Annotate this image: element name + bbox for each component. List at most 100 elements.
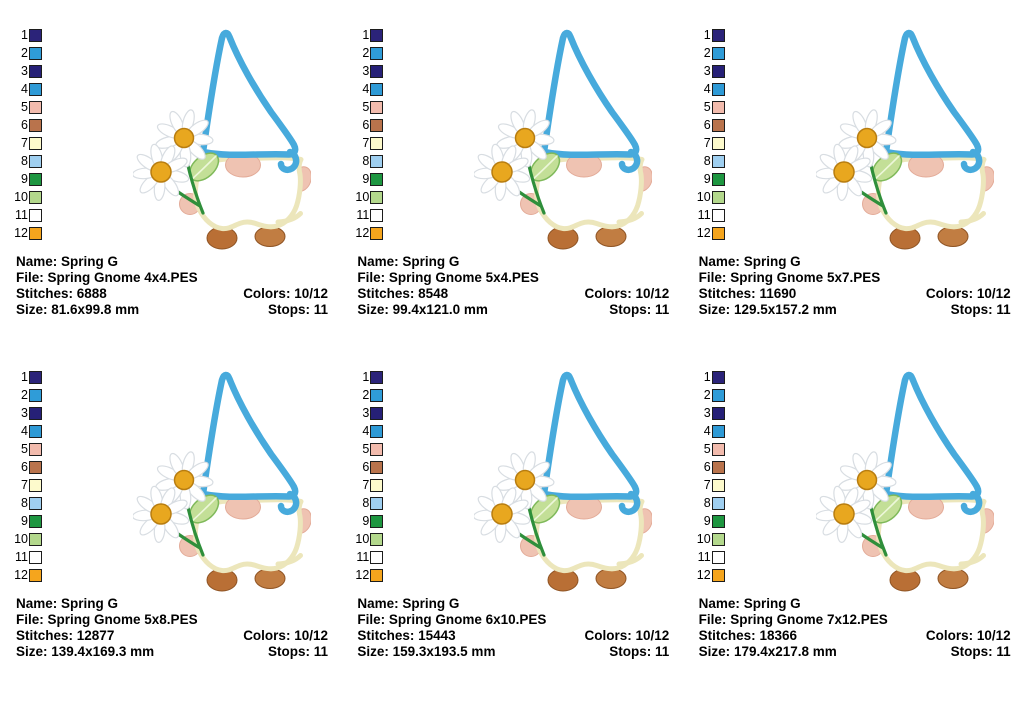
- stitches-label: Stitches:: [357, 628, 415, 643]
- thread-number: 3: [21, 406, 28, 420]
- thread-number: 9: [703, 514, 711, 528]
- stitches-value: 11690: [759, 286, 797, 301]
- design-card: 1 2 3 4 5 6 7 8 9 10 11 12 Name: Spring G File: Spr…: [683, 0, 1024, 342]
- palette-entry: 10: [354, 191, 384, 204]
- stitches-label: Stitches:: [698, 286, 756, 301]
- thread-number: 5: [21, 442, 28, 456]
- thread-number: 1: [21, 370, 28, 384]
- thread-number: 6: [21, 460, 28, 474]
- file-label: File:: [698, 612, 727, 627]
- thread-color-swatch: [370, 173, 384, 186]
- name-label: Name:: [357, 254, 399, 269]
- thread-color-swatch: [711, 47, 725, 60]
- thread-color-swatch: [29, 551, 42, 564]
- palette-entry: 8: [13, 497, 42, 510]
- size-stops-line: Size: 159.3x193.5 mm Stops: 11: [357, 644, 669, 660]
- stitches-label: Stitches:: [16, 628, 74, 643]
- design-name-line: Name: Spring G: [699, 596, 1011, 612]
- stop-count: Stops: 11: [951, 644, 1011, 660]
- thread-number: 6: [703, 460, 711, 474]
- thread-color-swatch: [370, 425, 384, 438]
- thread-number: 10: [355, 532, 370, 546]
- thread-color-swatch: [370, 515, 384, 528]
- design-catalog-grid: 1 2 3 4 5 6 7 8 9 10 11 12 Name: Spring G File: Spr…: [13, 0, 1024, 660]
- thread-color-swatch: [711, 479, 725, 492]
- thread-color-swatch: [370, 155, 384, 168]
- file-label: File:: [16, 270, 44, 285]
- thread-number: 8: [21, 154, 28, 168]
- stops-label: Stops:: [609, 644, 652, 659]
- thread-number: 12: [355, 568, 370, 582]
- palette-entry: 1: [13, 29, 42, 42]
- thread-number: 2: [703, 388, 711, 402]
- thread-number: 12: [14, 226, 28, 240]
- design-size: Size: 139.4x169.3 mm: [16, 644, 154, 660]
- palette-entry: 11: [696, 209, 725, 222]
- colors-label: Colors:: [243, 628, 291, 643]
- stitches-colors-line: Stitches: 18366 Colors: 10/12: [699, 628, 1011, 644]
- stitch-count: Stitches: 15443: [357, 628, 455, 644]
- thread-color-swatch: [370, 119, 384, 132]
- size-stops-line: Size: 179.4x217.8 mm Stops: 11: [699, 644, 1011, 660]
- design-name-line: Name: Spring G: [16, 254, 328, 270]
- design-info: Name: Spring G File: Spring Gnome 5x7.PE…: [699, 254, 1011, 318]
- palette-entry: 3: [354, 65, 384, 78]
- thread-number: 2: [362, 388, 370, 402]
- palette-entry: 6: [696, 119, 725, 132]
- stop-count: Stops: 11: [609, 302, 669, 318]
- palette-entry: 12: [354, 227, 384, 240]
- thread-color-swatch: [370, 479, 384, 492]
- thread-color-swatch: [711, 119, 725, 132]
- stitches-colors-line: Stitches: 6888 Colors: 10/12: [16, 286, 328, 302]
- thread-number: 4: [703, 82, 711, 96]
- palette-entry: 5: [13, 101, 42, 114]
- file-label: File:: [357, 612, 386, 627]
- palette-entry: 3: [13, 407, 42, 420]
- gnome-design-preview: [133, 28, 311, 250]
- thread-color-swatch: [711, 389, 725, 402]
- color-count: Colors: 10/12: [585, 628, 670, 644]
- thread-color-swatch: [29, 227, 42, 240]
- stops-label: Stops:: [950, 302, 993, 317]
- thread-number: 7: [362, 478, 370, 492]
- design-name: Spring G: [61, 596, 119, 611]
- gnome-design-preview: [474, 28, 652, 250]
- thread-color-swatch: [370, 389, 384, 402]
- thread-number: 6: [703, 118, 711, 132]
- thread-number: 1: [703, 370, 711, 384]
- colors-value: 10/12: [635, 286, 670, 301]
- thread-number: 3: [362, 406, 370, 420]
- file-label: File:: [698, 270, 727, 285]
- thread-color-swatch: [29, 65, 42, 78]
- thread-color-swatch: [29, 497, 42, 510]
- stop-count: Stops: 11: [951, 302, 1011, 318]
- palette-entry: 11: [13, 551, 42, 564]
- stop-count: Stops: 11: [609, 644, 669, 660]
- stops-label: Stops:: [267, 302, 310, 317]
- thread-color-swatch: [711, 425, 725, 438]
- palette-entry: 6: [696, 461, 725, 474]
- thread-color-swatch: [29, 101, 42, 114]
- color-palette: 1 2 3 4 5 6 7 8 9 10 11 12: [13, 29, 42, 240]
- palette-entry: 4: [13, 425, 42, 438]
- palette-entry: 11: [354, 209, 384, 222]
- palette-entry: 2: [696, 47, 725, 60]
- name-label: Name:: [357, 596, 399, 611]
- thread-color-swatch: [370, 137, 384, 150]
- design-file-line: File: Spring Gnome 5x4.PES: [357, 270, 669, 286]
- thread-color-swatch: [711, 173, 725, 186]
- palette-entry: 9: [696, 173, 725, 186]
- palette-entry: 7: [13, 137, 42, 150]
- color-count: Colors: 10/12: [926, 286, 1011, 302]
- stitches-value: 12877: [76, 628, 115, 643]
- palette-entry: 2: [354, 47, 384, 60]
- design-card: 1 2 3 4 5 6 7 8 9 10 11 12 Name: Spring G File: Spr…: [341, 0, 682, 342]
- stops-label: Stops:: [609, 302, 652, 317]
- thread-number: 11: [356, 550, 370, 564]
- palette-entry: 12: [354, 568, 384, 582]
- stitches-value: 6888: [76, 286, 107, 301]
- thread-color-swatch: [29, 47, 42, 60]
- stitch-count: Stitches: 18366: [699, 628, 797, 644]
- thread-number: 8: [703, 154, 711, 168]
- size-value: 139.4x169.3 mm: [51, 644, 155, 659]
